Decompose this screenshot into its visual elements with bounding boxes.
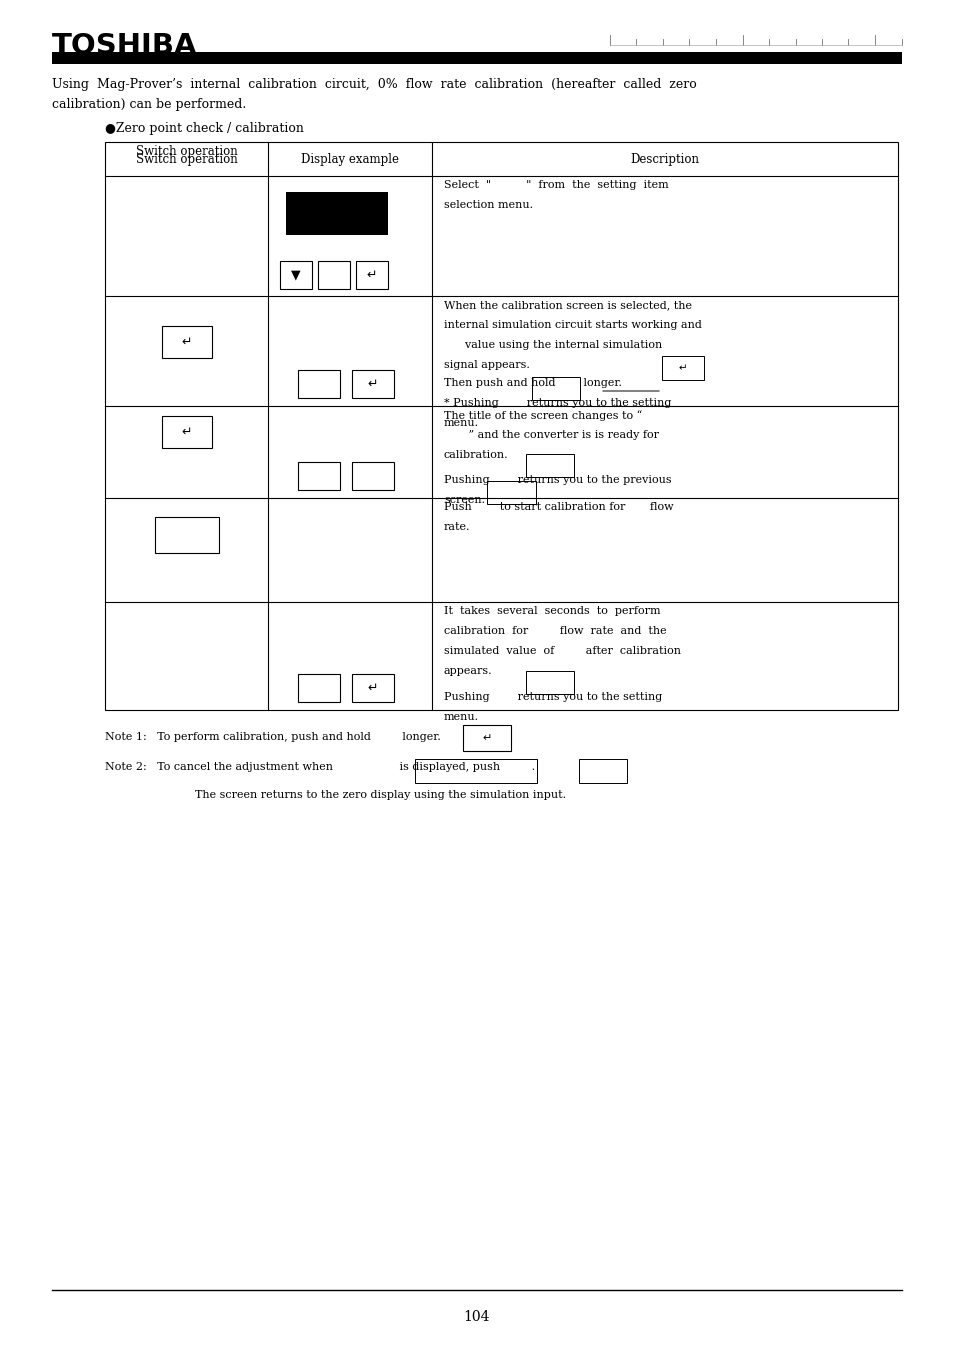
Text: It  takes  several  seconds  to  perform: It takes several seconds to perform — [443, 606, 659, 616]
Text: Note 2:   To cancel the adjustment when                   is displayed, push    : Note 2: To cancel the adjustment when is… — [105, 761, 535, 772]
Bar — [297, 462, 339, 490]
Bar — [352, 674, 394, 702]
Text: Push        to start calibration for       flow: Push to start calibration for flow — [443, 502, 673, 512]
Text: rate.: rate. — [443, 522, 470, 532]
Bar — [297, 674, 339, 702]
Text: appears.: appears. — [443, 666, 492, 676]
Text: The screen returns to the zero display using the simulation input.: The screen returns to the zero display u… — [194, 790, 565, 801]
Text: internal simulation circuit starts working and: internal simulation circuit starts worki… — [443, 320, 701, 329]
Bar — [486, 481, 536, 504]
Text: menu.: menu. — [443, 418, 478, 428]
Text: ▼: ▼ — [291, 269, 300, 282]
Bar — [286, 192, 388, 235]
Text: ↵: ↵ — [181, 336, 192, 348]
Text: Then push and hold        longer.: Then push and hold longer. — [443, 378, 621, 387]
Bar — [280, 261, 312, 289]
Bar — [352, 370, 394, 398]
Text: Note 1:   To perform calibration, push and hold         longer.: Note 1: To perform calibration, push and… — [105, 732, 440, 742]
Bar — [161, 325, 212, 358]
Bar — [532, 377, 579, 400]
Text: selection menu.: selection menu. — [443, 200, 533, 211]
Text: Pushing        returns you to the previous: Pushing returns you to the previous — [443, 475, 671, 485]
Text: signal appears.: signal appears. — [443, 360, 529, 370]
Text: screen.: screen. — [443, 495, 485, 505]
Text: Switch operation: Switch operation — [135, 146, 237, 158]
Bar — [525, 671, 574, 694]
Text: calibration) can be performed.: calibration) can be performed. — [52, 99, 246, 111]
Bar — [352, 462, 394, 490]
Bar — [462, 725, 511, 751]
Bar — [355, 261, 388, 289]
Text: Using  Mag-Prover’s  internal  calibration  circuit,  0%  flow  rate  calibratio: Using Mag-Prover’s internal calibration … — [52, 78, 696, 90]
Text: ↵: ↵ — [367, 682, 377, 694]
Bar — [105, 142, 897, 710]
Text: calibration.: calibration. — [443, 450, 508, 460]
Text: simulated  value  of         after  calibration: simulated value of after calibration — [443, 647, 680, 656]
Text: ↵: ↵ — [678, 363, 687, 373]
Text: ↵: ↵ — [366, 269, 376, 282]
Bar — [578, 759, 626, 783]
Bar — [661, 356, 703, 379]
Text: value using the internal simulation: value using the internal simulation — [443, 340, 661, 350]
Bar — [317, 261, 350, 289]
Text: Pushing        returns you to the setting: Pushing returns you to the setting — [443, 693, 661, 702]
Bar — [415, 759, 537, 783]
Text: Switch operation: Switch operation — [135, 153, 237, 166]
Bar — [154, 517, 218, 553]
Text: ●Zero point check / calibration: ●Zero point check / calibration — [105, 122, 304, 135]
Text: TOSHIBA: TOSHIBA — [52, 32, 197, 59]
Bar — [161, 416, 212, 448]
Text: ↵: ↵ — [367, 378, 377, 390]
Text: ” and the converter is is ready for: ” and the converter is is ready for — [443, 431, 659, 440]
Text: The title of the screen changes to “: The title of the screen changes to “ — [443, 410, 641, 421]
Text: 104: 104 — [463, 1310, 490, 1324]
Text: Display example: Display example — [301, 153, 398, 166]
Text: * Pushing        returns you to the setting: * Pushing returns you to the setting — [443, 398, 671, 408]
Bar — [297, 370, 339, 398]
Text: When the calibration screen is selected, the: When the calibration screen is selected,… — [443, 300, 691, 310]
Bar — [525, 454, 574, 477]
Text: ↵: ↵ — [181, 425, 192, 439]
Bar — [52, 53, 901, 63]
Text: ↵: ↵ — [482, 733, 491, 743]
Text: Select  "          "  from  the  setting  item: Select " " from the setting item — [443, 180, 668, 190]
Text: menu.: menu. — [443, 711, 478, 722]
Text: Description: Description — [630, 153, 699, 166]
Text: calibration  for         flow  rate  and  the: calibration for flow rate and the — [443, 626, 666, 636]
